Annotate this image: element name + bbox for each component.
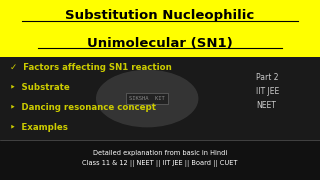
Text: Substitution Nucleophilic: Substitution Nucleophilic	[65, 9, 255, 22]
Text: ✓  Factors affecting SΝ1 reaction: ✓ Factors affecting SΝ1 reaction	[10, 63, 171, 72]
Text: Detailed explanation from basic in Hindi
Class 11 & 12 || NEET || IIT JEE || Boa: Detailed explanation from basic in Hindi…	[82, 150, 238, 167]
Text: SIKSHA  KIT: SIKSHA KIT	[129, 96, 165, 101]
Text: Part 2
IIT JEE
NEET: Part 2 IIT JEE NEET	[256, 73, 279, 110]
Circle shape	[96, 70, 198, 127]
Bar	[0, 0, 320, 57]
Text: ‣  Dancing resonance concept: ‣ Dancing resonance concept	[10, 103, 156, 112]
Text: Unimolecular (SΝ1): Unimolecular (SΝ1)	[87, 37, 233, 50]
Text: ‣  Examples: ‣ Examples	[10, 123, 68, 132]
Bar	[0, 140, 320, 180]
Text: ‣  Substrate: ‣ Substrate	[10, 83, 69, 92]
